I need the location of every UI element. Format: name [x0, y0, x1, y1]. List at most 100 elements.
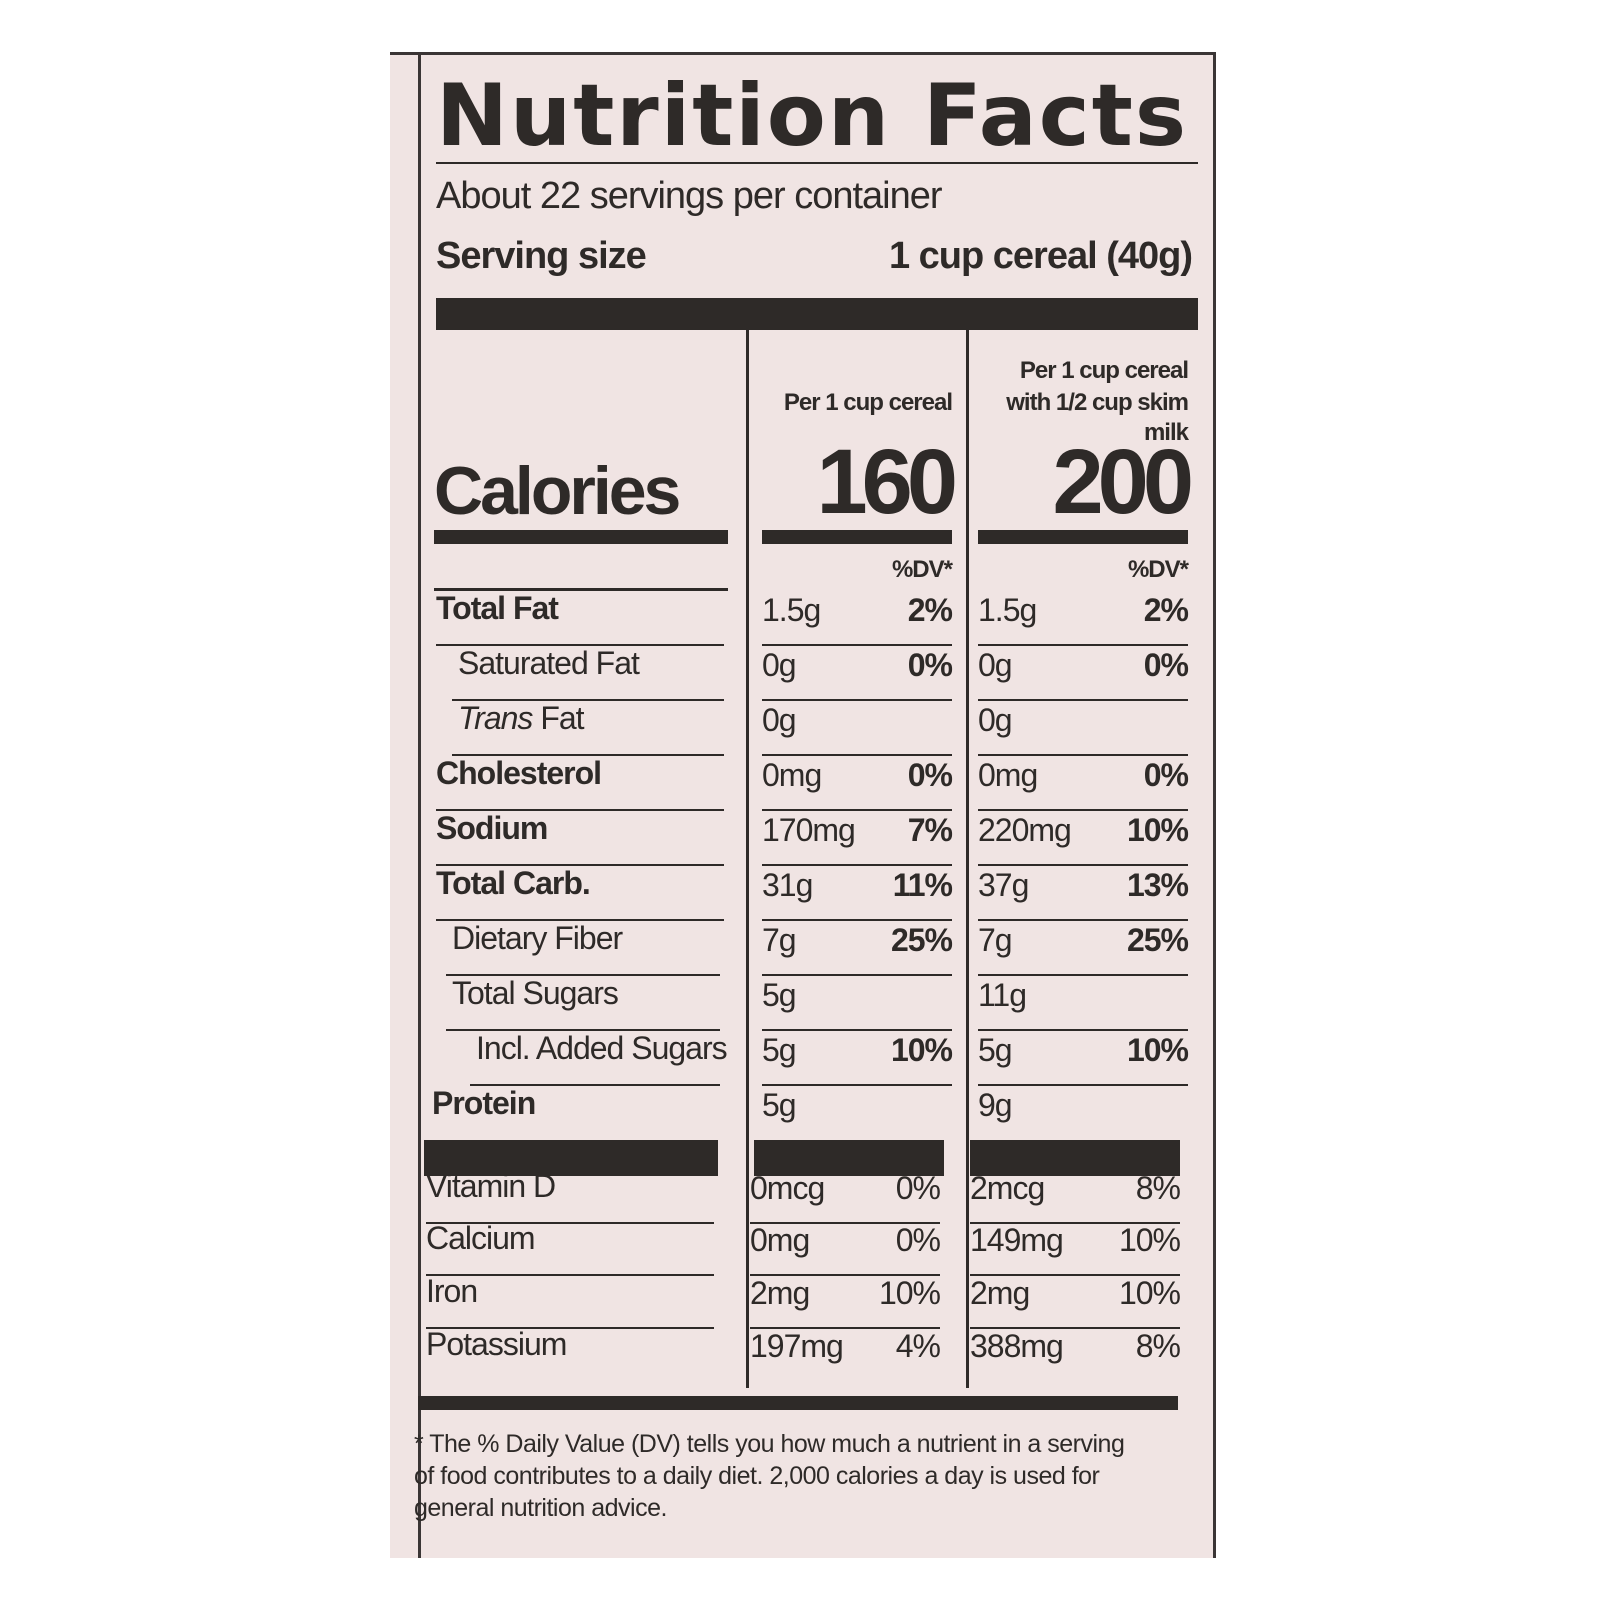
amount-col2: 388mg	[970, 1328, 1064, 1364]
nutrient-label-text: Fat	[540, 700, 584, 736]
row-rule	[750, 1222, 940, 1224]
dv-col2: 25%	[1126, 922, 1189, 958]
amount-col1: 170mg	[762, 812, 856, 848]
row-rule	[436, 919, 724, 921]
vitamin-bar-col2	[970, 1140, 1180, 1176]
amount-col1: 0mcg	[750, 1170, 825, 1206]
amount-col1: 0g	[762, 647, 797, 683]
vitamin-bar-label	[424, 1140, 718, 1176]
nutrient-label-text: Incl. Added Sugars	[476, 1030, 728, 1066]
dv-header-rule	[434, 588, 728, 591]
nutrient-label: Dietary Fiber	[452, 920, 623, 957]
amount-col1: 5g	[762, 977, 797, 1013]
row-rule	[762, 919, 952, 921]
dv-col2: 13%	[1126, 867, 1189, 903]
row-rule	[970, 1327, 1180, 1329]
dv-col2: 2%	[1143, 592, 1189, 628]
amount-col2: 7g	[978, 922, 1013, 958]
footnote: * The % Daily Value (DV) tells you how m…	[414, 1430, 1125, 1522]
servings-per-container: About 22 servings per container	[436, 175, 943, 217]
dv-header-col1: %DV*	[891, 556, 953, 583]
dv-col1: 10%	[878, 1275, 941, 1311]
row-rule	[750, 1274, 940, 1276]
thick-rule-top	[436, 298, 1198, 330]
row-rule	[436, 864, 724, 866]
row-rule	[452, 699, 724, 701]
nutrient-label: Sodium	[436, 810, 548, 847]
calories-rule-col2	[978, 530, 1188, 544]
dv-col2: 10%	[1118, 1275, 1181, 1311]
vitamin-bar-col1	[754, 1140, 944, 1176]
dv-col1: 0%	[907, 647, 953, 683]
nutrient-label-text: Potassium	[426, 1326, 567, 1362]
row-rule	[446, 1029, 720, 1031]
amount-col1: 197mg	[750, 1328, 844, 1364]
calories-rule-label	[434, 530, 728, 544]
nutrient-label: Trans Fat	[458, 700, 585, 737]
serving-size-value: 1 cup cereal (40g)	[888, 235, 1193, 277]
amount-col2: 37g	[978, 867, 1029, 903]
nutrient-label: Protein	[432, 1085, 536, 1122]
dv-col2: 10%	[1126, 812, 1189, 848]
nutrient-label: Incl. Added Sugars	[476, 1030, 728, 1067]
col2-header-line2: with 1/2 cup skim milk	[1006, 389, 1189, 446]
dv-col2: 10%	[1126, 1032, 1189, 1068]
amount-col1: 2mg	[750, 1275, 810, 1311]
row-rule	[978, 754, 1188, 756]
amount-col2: 11g	[978, 977, 1027, 1013]
row-rule	[978, 864, 1188, 866]
row-rule	[426, 1327, 714, 1329]
nutrient-label-text: Sodium	[436, 810, 548, 846]
calories-col1: 160	[816, 431, 959, 533]
amount-col1: 7g	[762, 922, 797, 958]
dv-col1: 0%	[907, 757, 953, 793]
dv-col1: 4%	[895, 1328, 941, 1364]
dv-col2: 8%	[1135, 1328, 1181, 1364]
row-rule	[436, 644, 724, 646]
dv-col1: 0%	[895, 1222, 941, 1258]
dv-header-col2: %DV*	[1127, 556, 1189, 583]
amount-col2: 0g	[978, 702, 1013, 738]
nutrient-label: Total Sugars	[452, 975, 619, 1012]
dv-col1: 2%	[907, 592, 953, 628]
amount-col1: 0g	[762, 702, 797, 738]
label-frame	[418, 52, 1216, 1558]
row-rule	[978, 699, 1188, 701]
row-rule	[762, 644, 952, 646]
amount-col2: 1.5g	[978, 592, 1037, 628]
nutrient-label-text: Protein	[432, 1085, 536, 1121]
amount-col1: 1.5g	[762, 592, 821, 628]
nutrient-label-text: Calcium	[426, 1220, 536, 1256]
row-rule	[436, 809, 724, 811]
title-rule	[436, 162, 1198, 164]
label-title: Nutrition Facts	[436, 66, 1189, 166]
amount-col1: 31g	[762, 867, 813, 903]
amount-col1: 5g	[762, 1032, 797, 1068]
dv-col2: 8%	[1135, 1170, 1181, 1206]
nutrient-label-text: Total Sugars	[452, 975, 619, 1011]
nutrient-label: Saturated Fat	[458, 645, 640, 682]
nutrient-label: Cholesterol	[436, 755, 602, 792]
nutrient-label: Total Carb.	[436, 865, 591, 902]
dv-col1: 10%	[890, 1032, 953, 1068]
nutrient-label-text: Iron	[426, 1273, 478, 1309]
dv-col1: 0%	[895, 1170, 941, 1206]
amount-col2: 2mcg	[970, 1170, 1045, 1206]
row-rule	[978, 974, 1188, 976]
dv-col2: 10%	[1118, 1222, 1181, 1258]
row-rule	[452, 754, 724, 756]
row-rule	[762, 754, 952, 756]
dv-col1: 7%	[907, 812, 953, 848]
calories-rule-col1	[762, 530, 952, 544]
amount-col2: 5g	[978, 1032, 1013, 1068]
dv-col2: 0%	[1143, 647, 1189, 683]
thick-rule-bottom	[418, 1396, 1178, 1410]
row-rule	[978, 1029, 1188, 1031]
row-rule	[750, 1327, 940, 1329]
amount-col1: 5g	[762, 1087, 797, 1123]
row-rule	[426, 1222, 714, 1224]
nutrient-label-text: Saturated Fat	[458, 645, 640, 681]
amount-col2: 0g	[978, 647, 1013, 683]
nutrient-label-text: Total Fat	[436, 590, 559, 626]
nutrient-label-italic: Trans	[458, 700, 533, 736]
